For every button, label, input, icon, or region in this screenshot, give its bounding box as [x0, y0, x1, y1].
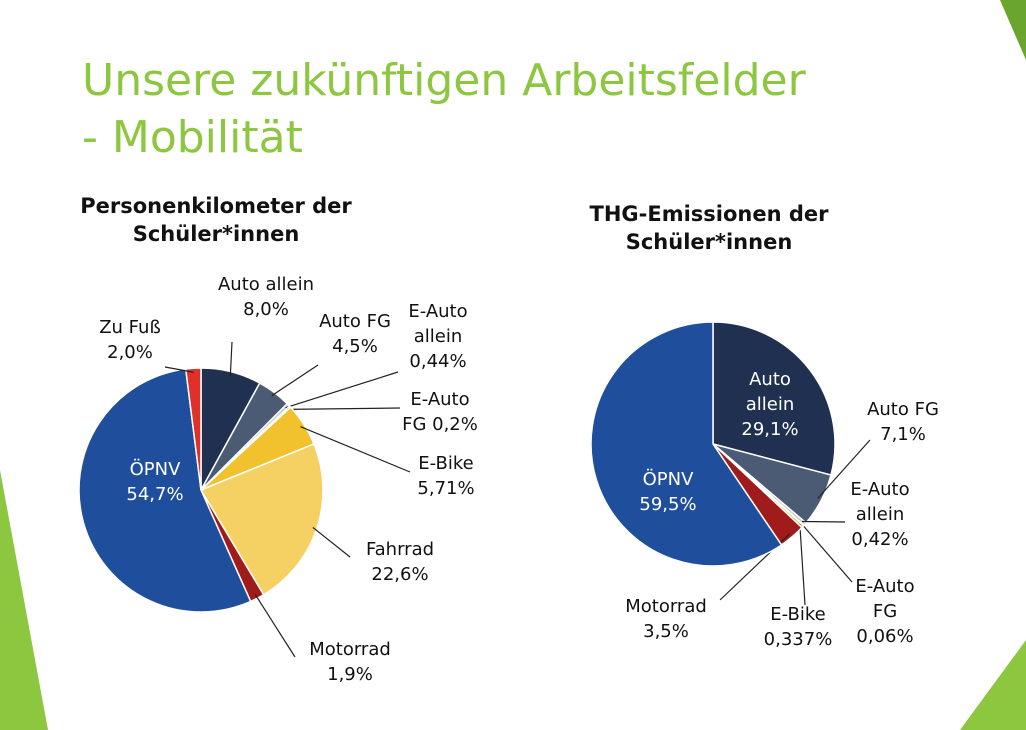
pie-slice — [78, 368, 252, 613]
slice-label: Zu Fuß — [99, 317, 161, 338]
slice-label: E-Bike — [770, 604, 825, 625]
slice-label: ÖPNV — [643, 468, 694, 490]
slice-label: E-Auto — [855, 576, 914, 597]
slice-label: allein — [856, 504, 905, 525]
leader-line — [285, 371, 399, 409]
leader-line — [300, 426, 411, 473]
chart-title: THG-Emissionen der — [590, 202, 830, 226]
slice-label: E-Auto — [850, 479, 909, 500]
slice-value: 0,06% — [856, 626, 913, 647]
decor — [1000, 0, 1026, 60]
slice-label: Fahrrad — [366, 539, 434, 560]
slice-label: Motorrad — [625, 596, 707, 617]
slice-value: 0,337% — [764, 629, 833, 650]
decor — [960, 640, 1026, 730]
pie-slice — [184, 367, 202, 491]
slice-value: 7,1% — [880, 424, 926, 445]
slice-value: 0,42% — [851, 529, 908, 550]
slice-value: FG 0,2% — [402, 414, 478, 435]
slice-label: Auto FG — [319, 311, 391, 332]
slice-label: allein — [414, 326, 463, 347]
leader-line — [799, 523, 806, 606]
leader-line — [164, 366, 194, 373]
leader-line — [800, 522, 853, 583]
slide-title: - Mobilität — [82, 112, 303, 163]
slice-label: FG — [873, 601, 897, 622]
slice-label: allein — [746, 394, 795, 415]
slice-label: Motorrad — [309, 639, 391, 660]
slide-title: Unsere zukünftigen Arbeitsfelder — [82, 55, 807, 106]
pie-slice — [712, 321, 836, 476]
slice-value: 8,0% — [243, 299, 289, 320]
leader-line — [271, 364, 319, 397]
leader-line — [801, 520, 846, 523]
leader-line — [254, 594, 296, 658]
chart-title: Schüler*innen — [133, 222, 300, 246]
slice-value: 3,5% — [643, 621, 689, 642]
leader-line — [287, 407, 401, 411]
slice-value: 29,1% — [741, 419, 798, 440]
slice-value: 5,71% — [417, 478, 474, 499]
slice-label: E-Bike — [418, 453, 473, 474]
slice-value: 1,9% — [327, 664, 373, 685]
slice-value: 2,0% — [107, 342, 153, 363]
decor — [0, 470, 48, 730]
slice-label: Auto allein — [218, 274, 314, 295]
slice-value: 59,5% — [639, 494, 696, 515]
slice-label: E-Auto — [408, 301, 467, 322]
slice-label: ÖPNV — [130, 458, 181, 480]
slice-value: 22,6% — [371, 564, 428, 585]
slice-value: 0,44% — [409, 351, 466, 372]
chart-title: Schüler*innen — [626, 230, 793, 254]
leader-line — [817, 439, 871, 499]
slice-value: 54,7% — [126, 484, 183, 505]
slice-value: 4,5% — [332, 336, 378, 357]
slice-label: Auto FG — [867, 399, 939, 420]
slice-label: Auto — [749, 369, 791, 390]
chart-title: Personenkilometer der — [80, 194, 352, 218]
pie-slice — [590, 321, 783, 567]
leader-line — [229, 341, 233, 376]
pie-slice — [199, 442, 324, 596]
slice-label: E-Auto — [410, 389, 469, 410]
leader-line — [312, 526, 351, 558]
